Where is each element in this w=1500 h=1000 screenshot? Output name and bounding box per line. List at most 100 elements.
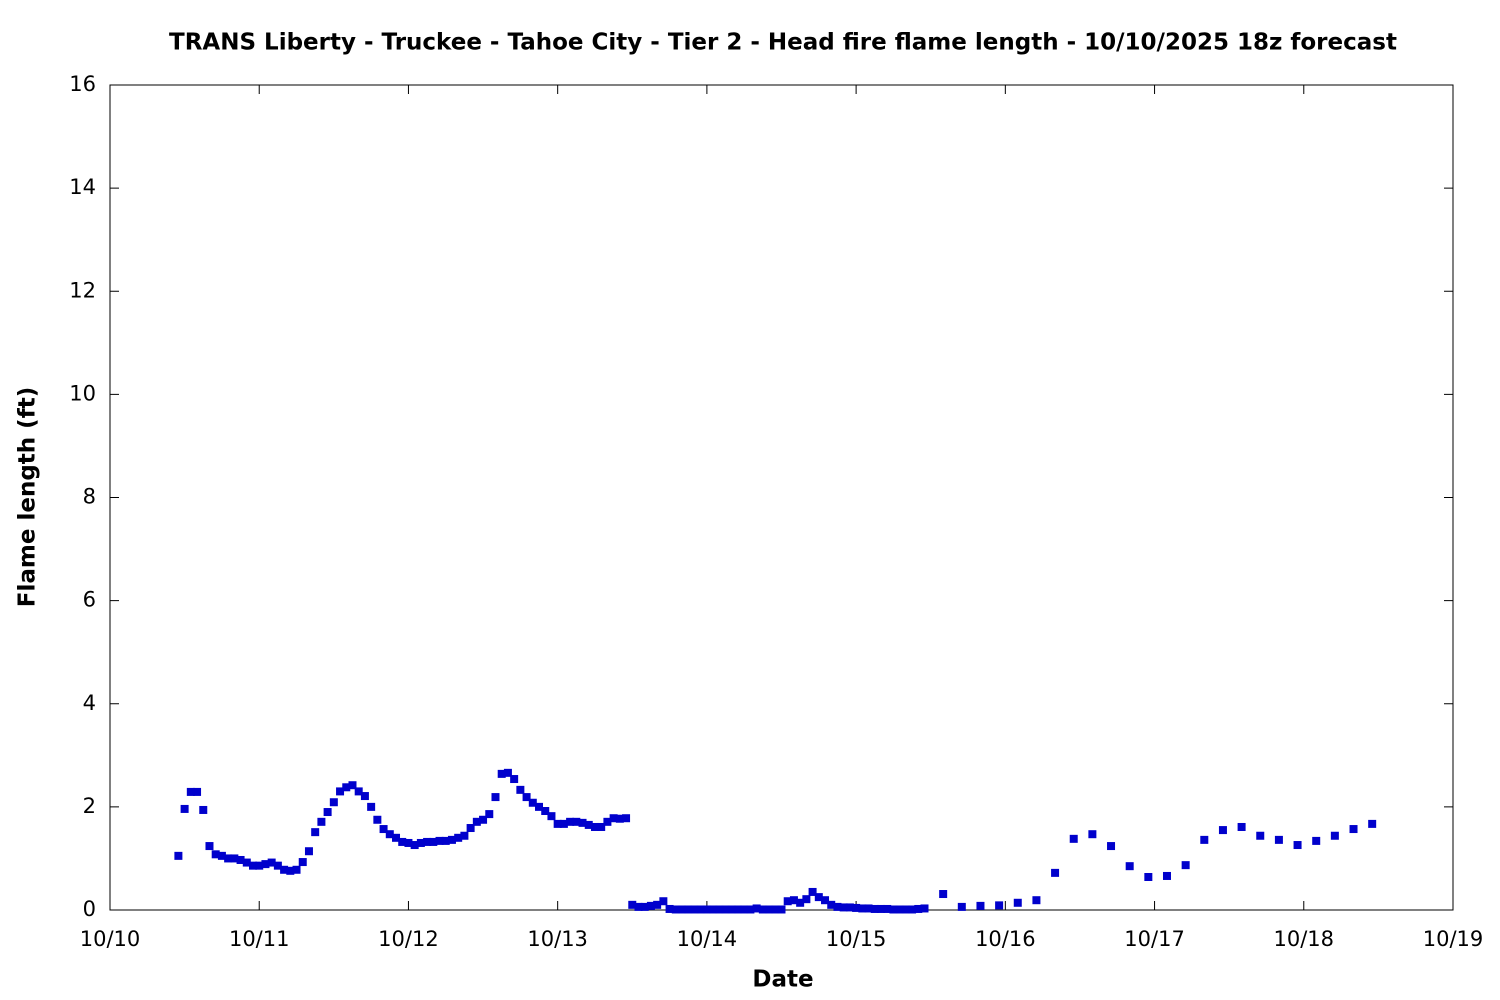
y-tick-label: 4 [83,691,96,715]
point [590,822,599,831]
point [404,838,413,847]
point [758,905,767,914]
y-tick-label: 12 [69,278,96,302]
point [193,787,202,796]
point [765,905,774,914]
point [367,802,376,811]
point [870,904,879,913]
point [1200,835,1209,844]
point [709,905,718,914]
point [292,865,301,874]
x-tick-label: 10/15 [826,927,887,951]
point [690,905,699,914]
y-axis-label: Flame length (ft) [15,387,41,607]
point [186,787,195,796]
y-tick-label: 16 [69,72,96,96]
point [249,861,258,870]
point [684,905,693,914]
point [858,904,867,913]
point [852,903,861,912]
point [485,810,494,819]
point [578,818,587,827]
point [665,904,674,913]
point [1293,841,1302,850]
point [609,814,618,823]
point [615,814,624,823]
point [597,822,606,831]
y-tick-label: 2 [83,794,96,818]
point [298,858,307,867]
point [566,817,575,826]
point [1088,830,1097,839]
point [174,851,183,860]
point [336,787,345,796]
point [603,817,612,826]
point [808,887,817,896]
x-tick-label: 10/19 [1423,927,1484,951]
point [280,865,289,874]
point [398,837,407,846]
point [640,902,649,911]
point [472,817,481,826]
point [746,905,755,914]
point [622,814,631,823]
point [286,866,295,875]
point [796,898,805,907]
point [1125,862,1134,871]
point [901,905,910,914]
point [702,905,711,914]
point [1256,831,1265,840]
point [304,847,313,856]
point [821,896,830,905]
plot-frame [109,84,1454,911]
point [833,902,842,911]
y-tick-label: 0 [83,897,96,921]
point [889,905,898,914]
y-tick-label: 8 [83,485,96,509]
point [510,775,519,784]
point [460,831,469,840]
point [522,793,531,802]
point [1349,825,1358,834]
point [696,905,705,914]
point [733,905,742,914]
point [908,905,917,914]
point [317,817,326,826]
point [180,804,189,813]
point [845,903,854,912]
point [273,861,282,870]
point [671,905,680,914]
point [957,902,966,911]
point [205,842,214,851]
point [883,904,892,913]
point [1218,826,1227,835]
point [311,828,320,837]
x-tick-label: 10/18 [1274,927,1335,951]
y-tick-label: 10 [69,381,96,405]
point [914,904,923,913]
point [392,833,401,842]
point [1368,819,1377,828]
x-tick-label: 10/10 [80,927,141,951]
point [1330,831,1339,840]
point [447,835,456,844]
point [559,819,568,828]
point [242,858,251,867]
point [1312,836,1321,845]
point [454,833,463,842]
x-tick-label: 10/13 [527,927,588,951]
point [895,905,904,914]
point [1013,898,1022,907]
point [789,896,798,905]
point [329,798,338,807]
point [230,854,239,863]
point [572,817,581,826]
x-tick-label: 10/16 [975,927,1036,951]
point [876,904,885,913]
point [354,787,363,796]
point [771,905,780,914]
point [373,815,382,824]
point [224,854,233,863]
point [323,808,332,817]
